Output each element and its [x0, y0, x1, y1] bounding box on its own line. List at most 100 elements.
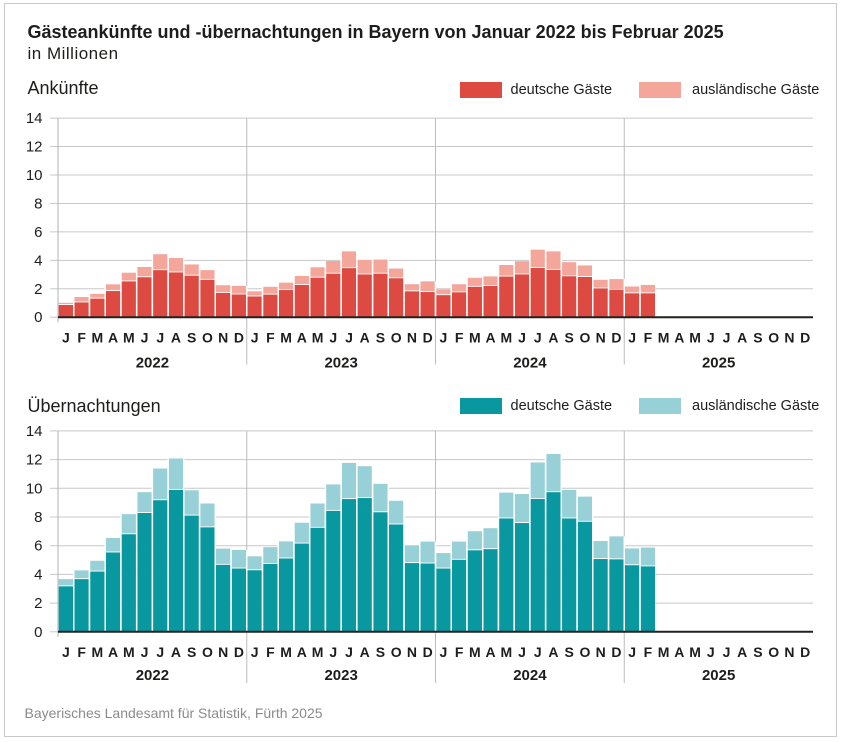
- bar-segment-foreign: [58, 302, 74, 305]
- bar-segment-domestic: [294, 284, 309, 318]
- month-label: J: [329, 330, 337, 346]
- month-label: A: [297, 330, 307, 346]
- month-label: D: [611, 330, 621, 346]
- month-label: M: [91, 330, 103, 346]
- bar-gap: [73, 297, 75, 318]
- bar-segment-foreign: [593, 540, 608, 559]
- bar-segment-domestic: [514, 523, 530, 632]
- y-axis-label: 12: [26, 139, 43, 156]
- month-label: J: [62, 644, 70, 660]
- bar-segment-foreign: [483, 276, 498, 286]
- bar-gap: [230, 285, 232, 318]
- month-label: J: [141, 644, 149, 660]
- bar-segment-domestic: [58, 586, 74, 632]
- bar-gap: [560, 454, 563, 632]
- bar-segment-foreign: [168, 458, 184, 489]
- bar-segment-foreign: [294, 275, 309, 285]
- page-subtitle: in Millionen: [27, 43, 119, 63]
- bar-segment-domestic: [231, 568, 247, 632]
- bar-segment-domestic: [499, 276, 514, 318]
- bar-segment-foreign: [546, 454, 561, 492]
- bar-segment-domestic: [404, 291, 420, 318]
- month-label: N: [218, 644, 228, 660]
- bar-gap: [261, 286, 264, 318]
- bar-segment-foreign: [263, 547, 278, 564]
- month-label: J: [723, 330, 731, 346]
- bar-segment-foreign: [153, 468, 168, 500]
- y-axis-label: 2: [34, 281, 42, 298]
- bar-segment-domestic: [90, 298, 105, 318]
- bar-segment-foreign: [577, 265, 593, 277]
- month-label: F: [266, 330, 275, 346]
- year-label: 2022: [136, 355, 169, 372]
- bar-segment-domestic: [373, 512, 388, 632]
- bar-segment-foreign: [420, 281, 435, 292]
- month-label: J: [534, 330, 542, 346]
- bar-segment-foreign: [153, 254, 168, 270]
- bar-segment-foreign: [530, 249, 545, 268]
- month-label: M: [469, 644, 481, 660]
- bar-segment-domestic: [467, 286, 482, 318]
- bar-segment-foreign: [58, 579, 74, 586]
- bar-segment-domestic: [137, 277, 152, 318]
- year-label: 2024: [513, 667, 547, 684]
- bar-segment-foreign: [577, 496, 593, 521]
- legend-overnights: deutsche Gäste ausländische Gäste: [0, 397, 841, 414]
- bar-gap: [560, 251, 563, 318]
- bar-segment-foreign: [451, 284, 467, 292]
- month-label: J: [707, 644, 715, 660]
- bar-segment-domestic: [263, 563, 278, 632]
- y-axis-label: 6: [34, 224, 42, 241]
- bar-gap: [592, 496, 594, 632]
- bar-segment-domestic: [640, 566, 656, 632]
- month-label: M: [123, 644, 135, 660]
- bar-segment-foreign: [499, 265, 514, 276]
- month-label: S: [376, 330, 385, 346]
- month-label: J: [156, 330, 164, 346]
- bar-segment-foreign: [514, 494, 530, 523]
- bar-segment-foreign: [215, 285, 231, 292]
- bar-gap: [151, 254, 154, 318]
- bar-segment-foreign: [499, 492, 514, 518]
- bar-segment-foreign: [74, 297, 89, 302]
- month-label: F: [644, 644, 653, 660]
- month-label: A: [674, 330, 684, 346]
- month-label: S: [565, 644, 574, 660]
- bar-gap: [576, 489, 578, 632]
- bar-gap: [214, 503, 216, 632]
- bar-gap: [340, 462, 342, 632]
- legend-swatch-foreign-overnights: [639, 397, 681, 414]
- bar-gap: [434, 541, 437, 632]
- month-label: M: [469, 330, 481, 346]
- bar-segment-foreign: [231, 550, 247, 568]
- bar-gap: [497, 492, 500, 632]
- bar-segment-foreign: [451, 541, 467, 559]
- bar-segment-domestic: [420, 563, 435, 632]
- month-label: J: [628, 330, 636, 346]
- bar-segment-foreign: [310, 267, 325, 277]
- bar-gap: [88, 560, 91, 632]
- legend-swatch-foreign-arrivals: [639, 82, 681, 98]
- month-label: M: [280, 644, 292, 660]
- bar-segment-domestic: [640, 293, 656, 318]
- bar-segment-domestic: [278, 558, 294, 632]
- bar-segment-domestic: [389, 278, 404, 318]
- bar-gap: [623, 279, 625, 318]
- bar-segment-foreign: [562, 489, 577, 518]
- bar-gap: [308, 267, 311, 318]
- bar-segment-domestic: [530, 267, 545, 318]
- bar-segment-foreign: [420, 541, 435, 563]
- bar-segment-domestic: [74, 579, 89, 632]
- month-label: N: [596, 644, 606, 660]
- bar-segment-domestic: [499, 518, 514, 632]
- bar-segment-foreign: [121, 272, 136, 281]
- bar-segment-foreign: [231, 285, 247, 294]
- bar-segment-foreign: [341, 251, 357, 268]
- bar-segment-foreign: [137, 267, 152, 277]
- bar-gap: [607, 279, 610, 318]
- bar-segment-foreign: [326, 261, 341, 273]
- bar-segment-foreign: [105, 284, 121, 291]
- bar-gap: [135, 267, 138, 318]
- bar-gap: [403, 268, 405, 318]
